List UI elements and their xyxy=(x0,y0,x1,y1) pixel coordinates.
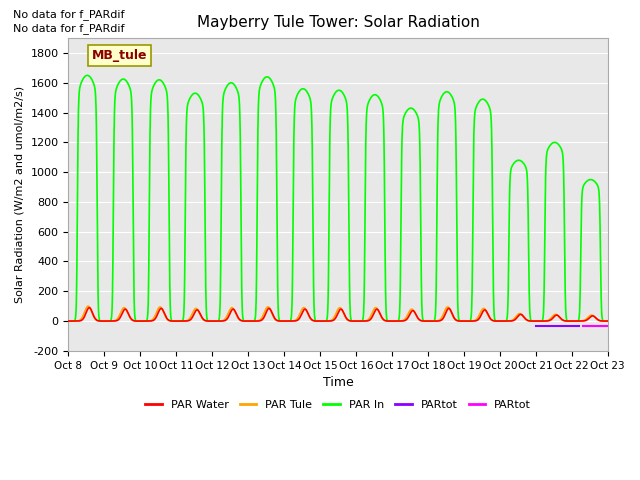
Title: Mayberry Tule Tower: Solar Radiation: Mayberry Tule Tower: Solar Radiation xyxy=(196,15,479,30)
Y-axis label: Solar Radiation (W/m2 and umol/m2/s): Solar Radiation (W/m2 and umol/m2/s) xyxy=(15,86,25,303)
Legend: PAR Water, PAR Tule, PAR In, PARtot, PARtot: PAR Water, PAR Tule, PAR In, PARtot, PAR… xyxy=(141,395,536,414)
Text: No data for f_PARdif: No data for f_PARdif xyxy=(13,23,124,34)
Text: MB_tule: MB_tule xyxy=(92,49,147,62)
X-axis label: Time: Time xyxy=(323,376,353,389)
Text: No data for f_PARdif: No data for f_PARdif xyxy=(13,9,124,20)
